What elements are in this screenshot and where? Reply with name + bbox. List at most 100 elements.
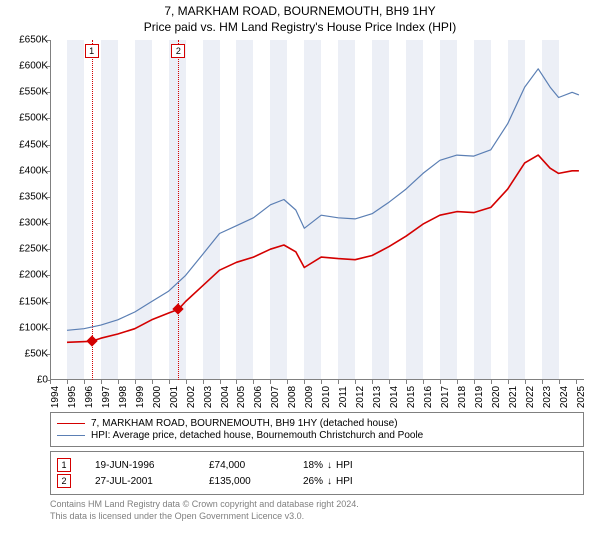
x-tick-mark [457,380,458,384]
x-tick-label: 2004 [220,386,231,408]
x-tick-label: 2021 [508,386,519,408]
sale-delta-pct: 26% [303,476,323,487]
x-tick-mark [135,380,136,384]
x-tick-label: 2001 [169,386,180,408]
legend-label: HPI: Average price, detached house, Bour… [91,430,423,441]
chart-title: 7, MARKHAM ROAD, BOURNEMOUTH, BH9 1HY [8,4,592,18]
x-tick-mark [559,380,560,384]
x-tick-label: 1999 [135,386,146,408]
x-tick-mark [338,380,339,384]
y-tick-label: £550K [8,87,48,98]
x-tick-mark [270,380,271,384]
series-lines [50,40,584,380]
x-tick-label: 1996 [84,386,95,408]
sale-date: 19-JUN-1996 [95,460,185,471]
sale-delta-vs: HPI [336,460,353,471]
sale-price: £135,000 [209,476,279,487]
y-tick-label: £50K [8,348,48,359]
attribution-line: Contains HM Land Registry data © Crown c… [50,499,584,511]
x-tick-label: 2014 [389,386,400,408]
x-tick-mark [287,380,288,384]
x-tick-label: 2007 [270,386,281,408]
x-tick-mark [423,380,424,384]
x-tick-mark [67,380,68,384]
sale-delta: 26% ↓ HPI [303,476,393,487]
x-tick-label: 2000 [152,386,163,408]
sale-row-badge: 1 [57,458,71,472]
x-tick-label: 2010 [321,386,332,408]
sales-table: 119-JUN-1996£74,00018%↓HPI227-JUL-2001£1… [50,451,584,495]
x-tick-mark [84,380,85,384]
x-tick-mark [101,380,102,384]
x-tick-mark [169,380,170,384]
y-tick-label: £200K [8,270,48,281]
x-tick-label: 1998 [118,386,129,408]
x-tick-mark [440,380,441,384]
x-tick-mark [508,380,509,384]
legend-swatch [57,435,85,436]
y-tick-label: £450K [8,139,48,150]
legend-item: HPI: Average price, detached house, Bour… [57,430,577,441]
y-tick-label: £600K [8,61,48,72]
x-tick-label: 2020 [491,386,502,408]
x-tick-label: 2011 [338,386,349,408]
sale-price: £74,000 [209,460,279,471]
x-tick-label: 2019 [474,386,485,408]
x-tick-label: 2003 [203,386,214,408]
x-tick-label: 2005 [236,386,247,408]
y-tick-label: £150K [8,296,48,307]
y-tick-label: £650K [8,35,48,46]
attribution-line: This data is licensed under the Open Gov… [50,511,584,523]
x-tick-label: 1995 [67,386,78,408]
x-tick-label: 2015 [406,386,417,408]
x-tick-mark [220,380,221,384]
price-chart: 7, MARKHAM ROAD, BOURNEMOUTH, BH9 1HY Pr… [0,0,600,526]
sale-delta-pct: 18% [303,460,323,471]
x-tick-label: 2025 [576,386,587,408]
sale-delta: 18% ↓ HPI [303,460,393,471]
x-tick-mark [152,380,153,384]
y-tick-label: £400K [8,165,48,176]
x-tick-mark [355,380,356,384]
x-tick-label: 2022 [525,386,536,408]
x-tick-mark [491,380,492,384]
plot-area: £0£50K£100K£150K£200K£250K£300K£350K£400… [50,40,584,380]
legend: 7, MARKHAM ROAD, BOURNEMOUTH, BH9 1HY (d… [50,412,584,447]
legend-item: 7, MARKHAM ROAD, BOURNEMOUTH, BH9 1HY (d… [57,418,577,429]
x-tick-label: 2018 [457,386,468,408]
x-tick-label: 1994 [50,386,61,408]
x-tick-label: 2012 [355,386,366,408]
sale-delta-vs: HPI [336,476,353,487]
x-tick-label: 2008 [287,386,298,408]
x-tick-mark [372,380,373,384]
legend-label: 7, MARKHAM ROAD, BOURNEMOUTH, BH9 1HY (d… [91,418,398,429]
x-tick-mark [321,380,322,384]
arrow-down-icon: ↓ [327,460,332,471]
y-tick-label: £350K [8,191,48,202]
x-tick-mark [236,380,237,384]
sale-row-badge: 2 [57,474,71,488]
x-tick-mark [389,380,390,384]
x-tick-mark [186,380,187,384]
y-tick-label: £300K [8,218,48,229]
x-tick-label: 2017 [440,386,451,408]
x-tick-label: 1997 [101,386,112,408]
x-tick-mark [118,380,119,384]
x-tick-mark [474,380,475,384]
series-price_paid [67,155,579,342]
attribution: Contains HM Land Registry data © Crown c… [50,499,584,522]
x-tick-mark [576,380,577,384]
x-tick-mark [406,380,407,384]
x-tick-label: 2024 [559,386,570,408]
y-tick-label: £100K [8,322,48,333]
y-tick-label: £250K [8,244,48,255]
arrow-down-icon: ↓ [327,476,332,487]
x-tick-label: 2002 [186,386,197,408]
y-tick-label: £500K [8,113,48,124]
x-tick-mark [203,380,204,384]
x-tick-mark [525,380,526,384]
x-tick-label: 2006 [253,386,264,408]
sale-row: 1 19-JUN-1996 £74,000 18% ↓ HPI [57,458,577,472]
series-hpi [67,69,579,331]
x-tick-mark [253,380,254,384]
